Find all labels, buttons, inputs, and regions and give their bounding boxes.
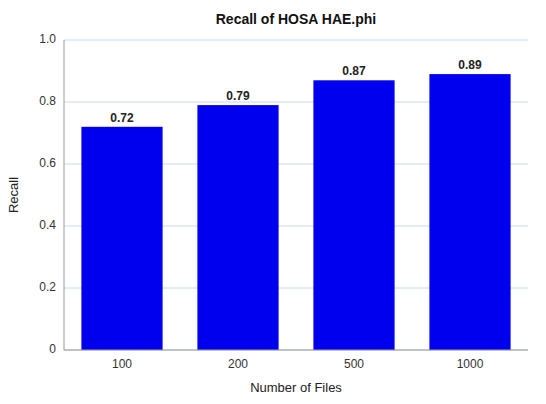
x-tick-label: 200 [228,357,248,371]
bar [313,80,394,350]
data-label: 0.72 [110,111,134,125]
title: Recall of HOSA HAE.phi [216,11,377,27]
y-tick-label: 0 [49,342,56,356]
data-label: 0.79 [226,89,250,103]
y-tick-label: 0.4 [39,218,56,232]
bar [429,74,510,350]
x-axis [64,350,528,351]
y-tick-label: 0.6 [39,156,56,170]
grid [64,40,528,350]
bars [81,74,510,350]
y-tick-label: 0.8 [39,94,56,108]
y-axis-label: Recall [6,177,21,213]
x-tick-label: 1000 [457,357,484,371]
x-tick-label: 100 [112,357,132,371]
grid-line [64,350,528,351]
y-axis [64,40,65,350]
x-axis-label: Number of Files [250,380,342,395]
y-tick-label: 0.2 [39,280,56,294]
y-tick-label: 1.0 [39,32,56,46]
data-label: 0.89 [458,58,482,72]
data-label: 0.87 [342,64,366,78]
chart: 0 0.2 0.4 0.6 0.8 1.0 0.72 0.79 0.87 0.89 100 200 50… [0,0,546,404]
bar [197,105,278,350]
bar [81,127,162,350]
x-tick-label: 500 [344,357,364,371]
grid-line [64,40,528,41]
